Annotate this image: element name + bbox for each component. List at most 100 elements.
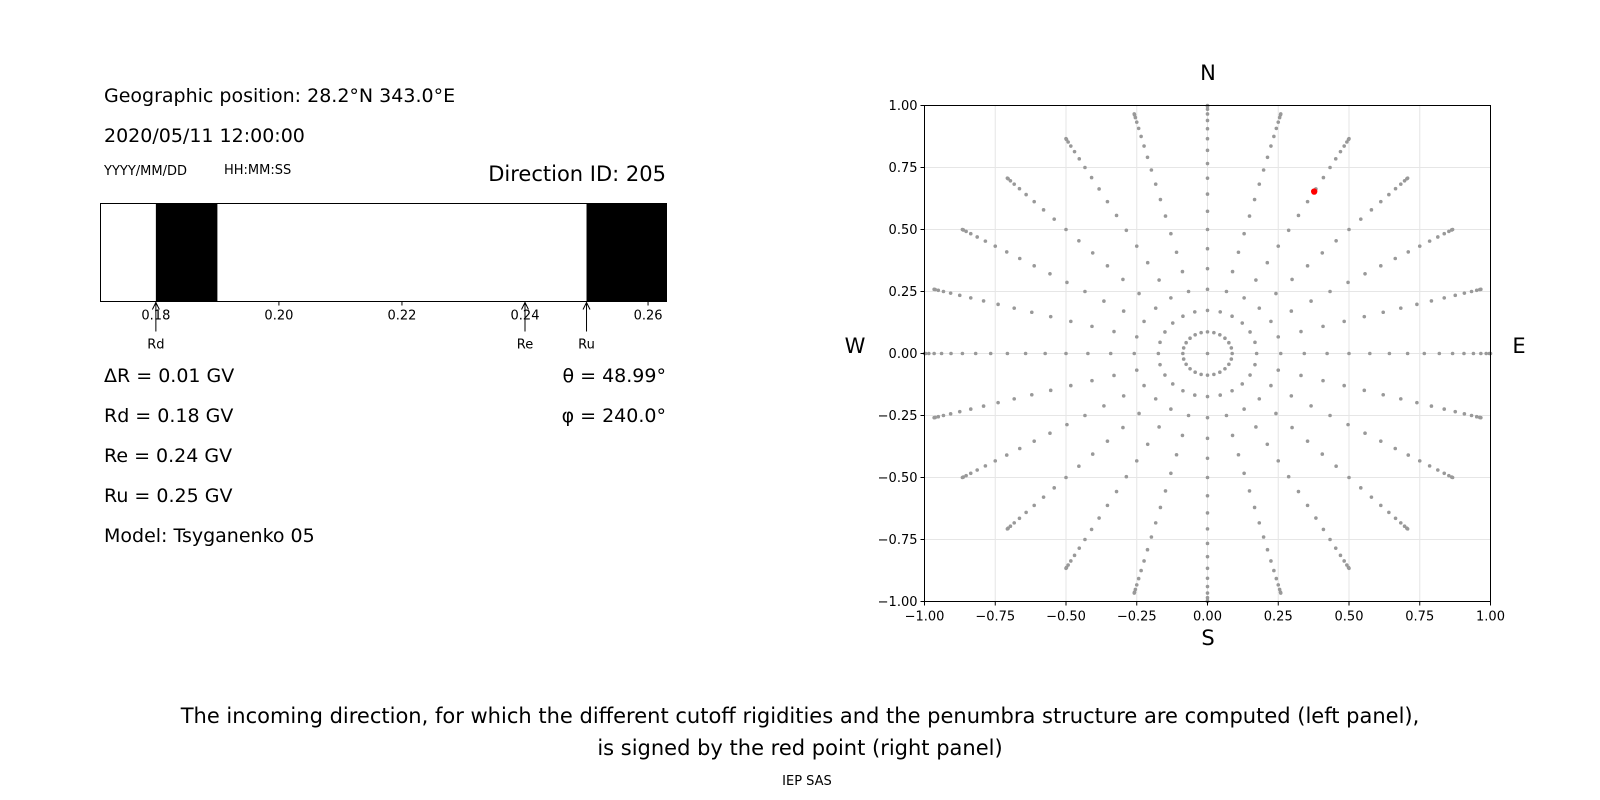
- direction-point: [1393, 186, 1398, 191]
- direction-point: [1305, 439, 1310, 443]
- direction-point: [1205, 566, 1210, 571]
- direction-point: [1072, 553, 1077, 558]
- direction-point: [1139, 134, 1143, 139]
- direction-point: [1145, 260, 1150, 265]
- direction-point: [1180, 269, 1185, 274]
- direction-point: [1072, 149, 1077, 154]
- direction-point: [1065, 280, 1069, 285]
- direction-point: [1132, 112, 1137, 116]
- penumbra-tick-label: 0.26: [634, 309, 663, 324]
- direction-point: [1012, 521, 1017, 525]
- direction-point: [1474, 414, 1479, 419]
- direction-point: [1253, 340, 1257, 345]
- direction-point: [1333, 157, 1338, 161]
- x-tick-label: −0.25: [1117, 610, 1157, 625]
- direction-point: [1224, 289, 1229, 294]
- direction-point: [1064, 566, 1068, 571]
- y-tick-label: −1.00: [878, 595, 918, 610]
- caption-line-2: is signed by the red point (right panel): [597, 736, 1003, 760]
- direction-point: [1427, 239, 1432, 243]
- direction-point: [1269, 144, 1273, 148]
- direction-point: [1405, 527, 1410, 531]
- direction-point: [1429, 404, 1434, 408]
- direction-point: [1436, 235, 1440, 239]
- direction-point: [1277, 587, 1282, 592]
- direction-point: [1041, 495, 1046, 499]
- direction-point: [1276, 583, 1281, 587]
- direction-point: [1230, 269, 1235, 274]
- direction-point: [1218, 332, 1222, 337]
- direction-point: [1108, 351, 1113, 356]
- direction-point: [1347, 136, 1351, 141]
- direction-point: [968, 231, 973, 236]
- direction-point: [1032, 439, 1036, 443]
- direction-point: [1205, 192, 1210, 196]
- direction-point: [1447, 473, 1451, 478]
- direction-point: [1205, 475, 1210, 480]
- direction-point: [1437, 351, 1442, 356]
- direction-point: [1479, 415, 1483, 420]
- direction-point: [941, 413, 946, 418]
- direction-point: [1077, 238, 1081, 243]
- direction-point: [1105, 199, 1110, 204]
- credit: IEP SAS: [782, 774, 832, 789]
- y-tick-label: −0.50: [878, 471, 918, 486]
- direction-point: [1227, 340, 1231, 345]
- direction-point: [1017, 186, 1022, 191]
- direction-point: [1205, 330, 1210, 334]
- penumbra-tick-label: 0.22: [387, 309, 416, 324]
- direction-point: [1205, 415, 1210, 420]
- direction-point: [1325, 351, 1329, 356]
- direction-point: [1153, 397, 1158, 401]
- direction-point: [1269, 319, 1273, 324]
- direction-point: [1427, 464, 1432, 468]
- direction-point: [1158, 340, 1162, 345]
- direction-point: [1212, 372, 1216, 377]
- direction-point: [1346, 422, 1350, 427]
- direction-point: [1269, 383, 1273, 388]
- direction-point: [1102, 299, 1106, 303]
- direction-point: [1342, 559, 1346, 563]
- direction-point: [1069, 559, 1073, 563]
- direction-point: [932, 351, 936, 356]
- direction-point: [1169, 296, 1173, 300]
- direction-point: [1133, 115, 1138, 120]
- direction-point: [1124, 474, 1129, 479]
- re-value: Re = 0.24 GV: [104, 445, 233, 467]
- x-tick-label: −0.50: [1046, 610, 1086, 625]
- direction-point: [1398, 521, 1403, 525]
- direction-point: [1134, 459, 1139, 463]
- direction-point: [1169, 231, 1173, 236]
- direction-point: [1158, 197, 1163, 202]
- direction-point: [1142, 383, 1146, 388]
- direction-point: [1230, 388, 1234, 393]
- direction-point: [1083, 289, 1087, 294]
- direction-point: [1274, 126, 1279, 131]
- direction-point: [1368, 351, 1372, 356]
- direction-point: [1181, 346, 1186, 350]
- direction-point: [1205, 436, 1210, 441]
- direction-point: [1017, 256, 1022, 261]
- direction-point: [1299, 329, 1303, 334]
- direction-point: [1097, 187, 1101, 191]
- direction-point: [932, 287, 936, 292]
- direction-point: [1205, 394, 1210, 399]
- direction-point: [1242, 471, 1246, 476]
- direction-point: [996, 302, 1000, 307]
- direction-point: [1004, 453, 1009, 457]
- direction-point: [1158, 362, 1162, 367]
- penumbra-chart: 0.18 0.20 0.22 0.24 0.26 Rd Re Ru: [100, 203, 667, 353]
- direction-point: [1153, 182, 1158, 186]
- direction-point: [1347, 227, 1351, 232]
- direction-point: [1253, 362, 1257, 367]
- direction-point: [1381, 310, 1386, 315]
- direction-point: [1305, 199, 1310, 204]
- direction-point: [1132, 351, 1137, 356]
- y-tick-label: 0.75: [889, 161, 918, 176]
- y-tick-label: 0.25: [889, 285, 918, 300]
- direction-point: [1137, 411, 1141, 416]
- direction-point: [1089, 175, 1094, 180]
- direction-point: [1328, 413, 1332, 418]
- direction-point: [1145, 442, 1150, 447]
- direction-point: [1471, 351, 1476, 356]
